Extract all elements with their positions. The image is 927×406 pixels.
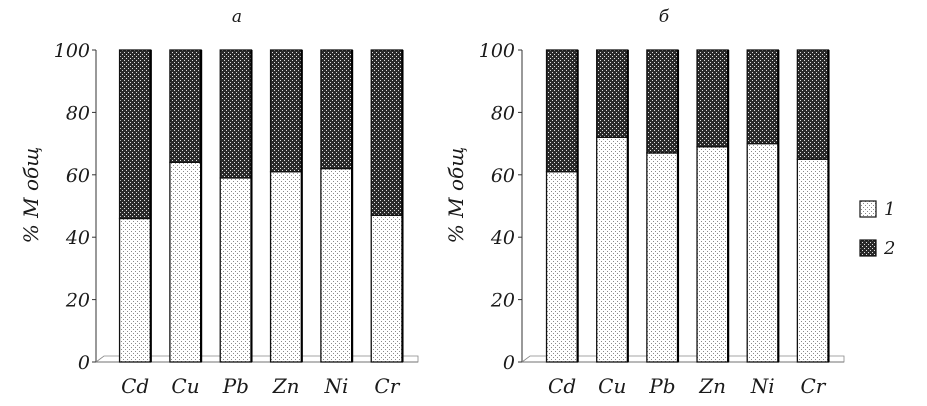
x-tick-label: Cr [800, 374, 826, 398]
bar-segment-cd-series-2 [118, 49, 152, 220]
bar-segment-zn-series-2 [269, 49, 303, 173]
y-axis-label: % M общ [19, 147, 43, 243]
bar-segment-zn-series-1 [696, 146, 729, 363]
x-tick-label: Cd [121, 374, 149, 398]
bar-segment-pb-series-1 [646, 152, 679, 363]
legend: 1 2 [859, 199, 895, 259]
x-tick-label: Zn [272, 374, 300, 398]
bar-segment-cu-series-2 [169, 49, 202, 163]
y-tick-label: 40 [490, 227, 515, 249]
x-tick-label: Pb [222, 374, 249, 398]
y-axis-label: % M общ [444, 147, 468, 243]
y-tick-label: 80 [66, 102, 90, 124]
x-tick-label: Ni [750, 374, 775, 398]
y-tick-label: 60 [66, 165, 90, 187]
bar-segment-cd-series-2 [545, 49, 579, 173]
bar-segment-pb-series-2 [219, 49, 253, 179]
y-tick-label: 20 [65, 290, 90, 312]
y-tick-label: 80 [491, 102, 515, 124]
bar-segment-cr-series-1 [796, 158, 830, 363]
bar-segment-ni-series-1 [320, 167, 353, 363]
y-tick-label: 0 [78, 352, 90, 374]
bar-segment-cr-series-1 [370, 214, 404, 363]
x-tick-label: Pb [648, 374, 675, 398]
legend-label-1: 1 [884, 199, 895, 220]
bar-segment-zn-series-1 [269, 171, 303, 363]
legend-swatch-2 [859, 239, 877, 257]
chart-title: б [659, 7, 670, 27]
x-tick-label: Cd [548, 374, 576, 398]
x-tick-label: Ni [324, 374, 349, 398]
legend-item-1: 1 [859, 199, 895, 220]
y-tick-label: 100 [54, 40, 90, 62]
bar-segment-cd-series-1 [118, 217, 152, 363]
chart-floor [520, 355, 845, 363]
bar-segment-cd-series-1 [545, 171, 579, 363]
y-tick-label: 0 [503, 352, 515, 374]
legend-label-2: 2 [883, 238, 895, 259]
y-tick-label: 60 [491, 165, 515, 187]
bar-segment-ni-series-2 [746, 49, 779, 145]
bar-segment-cu-series-1 [596, 136, 629, 363]
bar-segment-cr-series-2 [370, 49, 404, 217]
chart-title: а [232, 7, 242, 27]
legend-item-2: 2 [859, 238, 895, 259]
bar-segment-pb-series-2 [646, 49, 679, 154]
legend-swatch-1 [859, 200, 877, 218]
y-tick-label: 20 [490, 290, 515, 312]
bar-segment-cu-series-1 [169, 161, 202, 363]
x-tick-label: Cr [374, 374, 400, 398]
x-tick-label: Zn [698, 374, 726, 398]
bar-segment-cr-series-2 [796, 49, 830, 160]
bar-segment-ni-series-1 [746, 142, 779, 363]
x-tick-label: Cu [598, 374, 626, 398]
y-tick-label: 40 [65, 227, 90, 249]
chart-floor [94, 355, 419, 363]
x-tick-label: Cu [171, 374, 199, 398]
chart-panel-a: а % M общ 0 20 40 60 80 100 Cd Cu Pb Zn Ni Cr [19, 7, 419, 398]
bar-segment-cu-series-2 [596, 49, 629, 139]
bar-segment-zn-series-2 [696, 49, 729, 148]
chart-panel-b: б % M общ 0 20 40 60 80 100 Cd Cu Pb Zn Ni Cr [444, 7, 845, 398]
bar-segment-pb-series-1 [219, 177, 253, 363]
y-tick-label: 100 [479, 40, 515, 62]
bar-segment-ni-series-2 [320, 49, 353, 170]
